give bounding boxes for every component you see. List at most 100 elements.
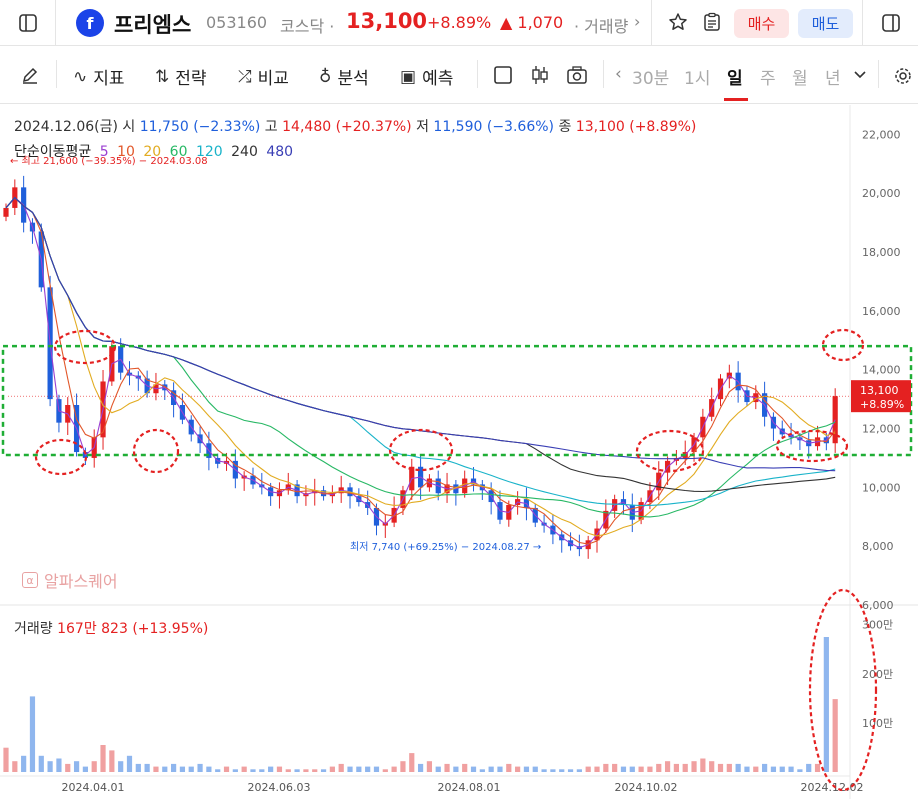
volume-bar <box>603 763 609 772</box>
volume-legend: 거래량 167만 823 (+13.95%) <box>14 618 208 638</box>
period-30min[interactable]: 30분 <box>632 69 670 89</box>
buy-button[interactable]: 매수 <box>734 9 789 38</box>
volume-bar <box>488 766 494 772</box>
strategy-label: 전략 <box>175 69 207 89</box>
chevron-left-icon[interactable]: ‹ <box>615 64 622 84</box>
square-icon[interactable] <box>493 65 513 85</box>
x-tick-label: 2024.08.01 <box>438 781 501 794</box>
volume-bar <box>682 763 688 772</box>
x-tick-label: 2024.06.03 <box>248 781 311 794</box>
volume-bar <box>744 766 750 772</box>
annotation-circle <box>808 588 878 792</box>
y-tick-label: 6,000 <box>862 599 894 612</box>
volume-bar <box>779 766 785 772</box>
volume-bar <box>762 763 768 772</box>
volume-bar <box>232 769 238 772</box>
volume-bar <box>47 761 53 772</box>
ma-60: 60 <box>169 144 188 160</box>
volume-bar <box>726 763 732 772</box>
active-period-underline <box>724 98 748 101</box>
ma-120: 120 <box>195 144 223 160</box>
period-1h[interactable]: 1시 <box>684 69 711 89</box>
clipboard-icon[interactable] <box>702 12 722 32</box>
market-label: 코스닥 · <box>280 17 335 36</box>
moving-average-legend[interactable]: 단순이동평균 5 10 20 60 120 240 480 <box>14 141 297 161</box>
volume-bar <box>285 769 291 772</box>
analysis-icon: ♁ <box>319 66 332 87</box>
alphasquare-logo-icon: α <box>22 572 38 588</box>
volume-bar <box>144 763 150 772</box>
compare-label: 비교 <box>257 69 289 89</box>
divider <box>878 60 879 88</box>
volume-bar <box>735 763 741 772</box>
strategy-button[interactable]: ⇅ 전략 <box>155 64 207 90</box>
period-month[interactable]: 월 <box>792 69 808 89</box>
volume-bar <box>647 766 653 772</box>
annotation-circle <box>635 429 705 473</box>
volume-bar <box>400 761 406 772</box>
volume-bar <box>470 766 477 772</box>
volume-bar <box>417 763 424 772</box>
predict-button[interactable]: ▣ 예측 <box>400 64 454 90</box>
chevron-right-icon[interactable]: › <box>634 12 641 31</box>
volume-bar <box>585 766 591 772</box>
y-tick-label: 14,000 <box>862 364 901 377</box>
indicator-label: 지표 <box>93 69 125 89</box>
sell-button[interactable]: 매도 <box>798 9 853 38</box>
volume-bar <box>171 763 177 772</box>
volume-bar <box>656 763 662 772</box>
predict-label: 예측 <box>422 69 454 89</box>
camera-icon[interactable] <box>566 65 588 85</box>
star-icon[interactable] <box>668 12 688 32</box>
period-day[interactable]: 일 <box>727 69 743 89</box>
volume-bar <box>347 766 353 772</box>
volume-bar <box>814 763 821 772</box>
close-label: 종 <box>558 119 572 135</box>
divider <box>651 0 652 46</box>
volume-bar <box>567 769 574 772</box>
volume-bar <box>462 763 468 772</box>
period-week[interactable]: 주 <box>760 69 776 89</box>
alphasquare-watermark: α 알파스퀘어 <box>22 568 118 592</box>
volume-bar <box>515 766 521 772</box>
period-year[interactable]: 년 <box>825 69 841 89</box>
volume-bar <box>82 766 88 772</box>
volume-bar <box>506 763 512 772</box>
sidebar-toggle-button[interactable] <box>0 0 56 46</box>
volume-link[interactable]: · 거래량 <box>574 17 629 36</box>
volume-bar <box>73 761 80 772</box>
indicator-icon: ∿ <box>73 66 88 87</box>
ma-line-10 <box>5 196 836 545</box>
stock-name: 프리엠스 <box>114 13 192 37</box>
ai-chip-icon: ▣ <box>400 66 417 87</box>
volume-bar <box>21 755 27 772</box>
gear-icon[interactable] <box>893 66 913 86</box>
change-percent: +8.89% <box>427 13 492 32</box>
sidebar-right-toggle-button[interactable] <box>862 0 918 46</box>
change-amount: ▲ 1,070 <box>500 13 564 32</box>
indicator-button[interactable]: ∿ 지표 <box>73 64 125 90</box>
high-label: 고 <box>264 119 278 135</box>
compare-button[interactable]: ⤮ 비교 <box>238 64 289 90</box>
volume-bar <box>444 763 450 772</box>
analysis-button[interactable]: ♁ 분석 <box>319 64 369 90</box>
volume-bar <box>153 766 159 772</box>
strategy-icon: ⇅ <box>155 66 170 87</box>
chevron-down-icon[interactable] <box>853 69 867 81</box>
volume-value: 167만 823 (+13.95%) <box>57 621 209 637</box>
annotation-circle <box>53 329 117 365</box>
annotation-circle <box>388 428 454 472</box>
volume-bar <box>197 763 203 772</box>
divider <box>56 60 57 88</box>
volume-bar <box>179 766 186 772</box>
volume-bar <box>241 766 247 772</box>
volume-bar <box>709 761 715 772</box>
candle-body <box>3 207 9 217</box>
volume-bar <box>188 766 194 772</box>
pencil-icon[interactable] <box>20 65 40 85</box>
volume-bar <box>620 766 627 772</box>
volume-bar <box>664 761 671 772</box>
candlestick-icon[interactable] <box>530 64 550 86</box>
volume-bar <box>303 769 309 772</box>
